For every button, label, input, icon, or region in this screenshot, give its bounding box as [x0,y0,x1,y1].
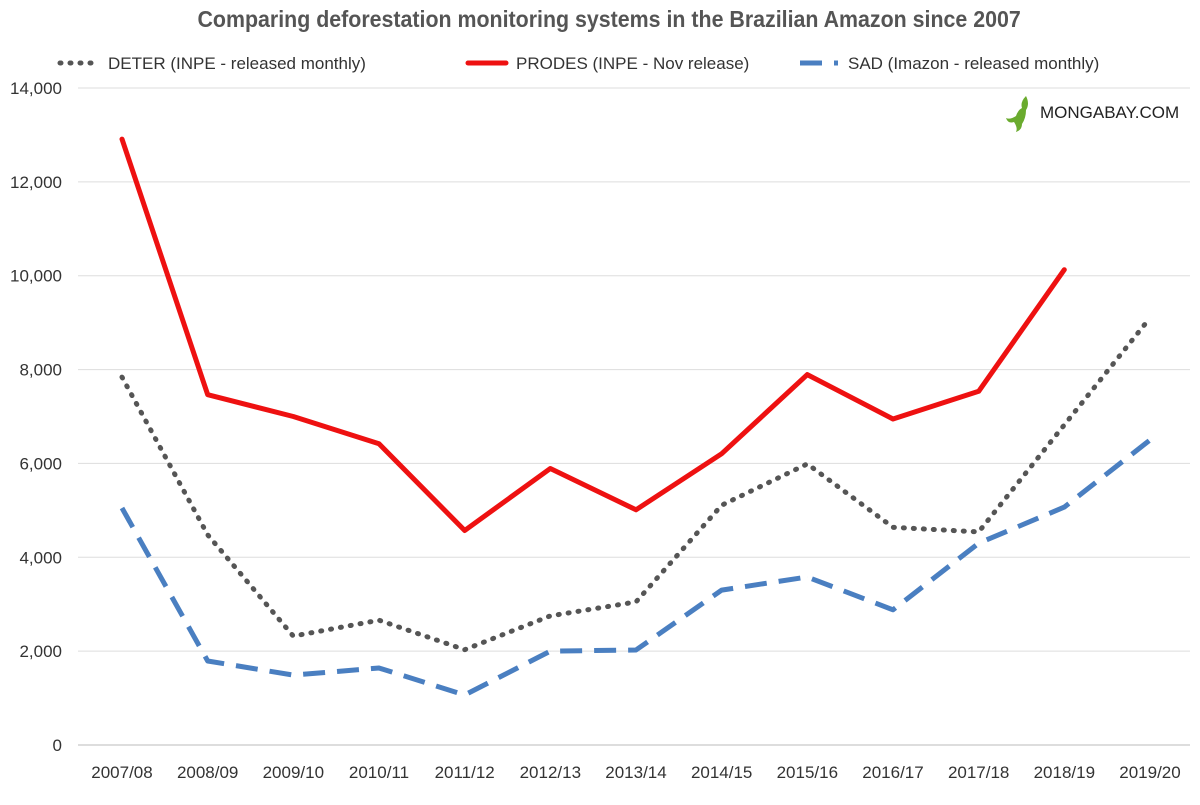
y-tick-label: 0 [53,736,62,755]
y-tick-label: 10,000 [10,267,62,286]
y-axis: 0 2,000 4,000 6,000 8,000 10,000 12,000 14,000 [10,79,62,755]
y-tick-label: 4,000 [19,548,62,567]
x-tick-label: 2014/15 [691,763,752,782]
x-tick-label: 2013/14 [605,763,666,782]
x-tick-label: 2016/17 [862,763,923,782]
x-tick-label: 2017/18 [948,763,1009,782]
legend-label: DETER (INPE - released monthly) [108,54,366,73]
gecko-icon [1006,96,1028,132]
watermark-text: MONGABAY.COM [1040,103,1179,122]
series-line-dashed [122,440,1150,695]
y-tick-label: 14,000 [10,79,62,98]
legend-label: SAD (Imazon - released monthly) [848,54,1099,73]
x-tick-label: 2012/13 [520,763,581,782]
x-tick-label: 2007/08 [91,763,152,782]
x-tick-label: 2015/16 [777,763,838,782]
chart-title: Comparing deforestation monitoring syste… [198,6,1021,32]
x-tick-label: 2011/12 [435,763,495,782]
x-axis: 2007/08 2008/09 2009/10 2010/11 2011/12 2012/… [91,763,1180,782]
x-tick-label: 2019/20 [1119,763,1180,782]
x-tick-label: 2018/19 [1034,763,1095,782]
x-tick-label: 2009/10 [263,763,324,782]
y-tick-label: 8,000 [19,361,62,380]
gridlines [78,88,1190,745]
mongabay-logo: MONGABAY.COM [1006,96,1179,132]
series-lines [122,139,1150,695]
y-tick-label: 6,000 [19,454,62,473]
legend: DETER (INPE - released monthly) PRODES (I… [60,54,1099,73]
x-tick-label: 2010/11 [349,763,409,782]
x-tick-label: 2008/09 [177,763,238,782]
y-tick-label: 2,000 [19,642,62,661]
series-line-solid [122,139,1064,530]
y-tick-label: 12,000 [10,173,62,192]
legend-label: PRODES (INPE - Nov release) [516,54,749,73]
